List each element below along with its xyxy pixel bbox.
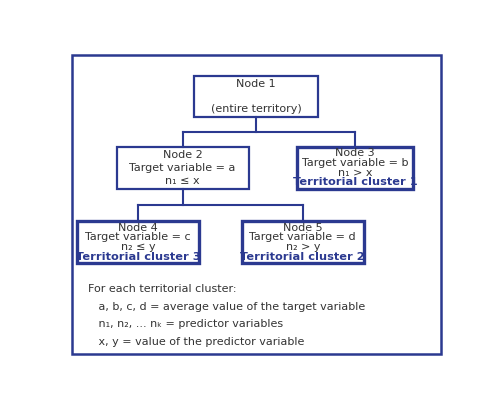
Text: Target variable = d: Target variable = d [250, 233, 356, 243]
FancyBboxPatch shape [242, 221, 364, 263]
Text: Target variable = a: Target variable = a [130, 163, 236, 173]
Text: Target variable = b: Target variable = b [302, 158, 408, 168]
FancyBboxPatch shape [72, 54, 441, 354]
FancyBboxPatch shape [117, 147, 248, 189]
Text: a, b, c, d = average value of the target variable: a, b, c, d = average value of the target… [88, 301, 365, 312]
Text: x, y = value of the predictor variable: x, y = value of the predictor variable [88, 337, 304, 347]
Text: For each territorial cluster:: For each territorial cluster: [88, 284, 236, 294]
Text: Territorial cluster 3: Territorial cluster 3 [76, 252, 200, 262]
Text: Target variable = c: Target variable = c [85, 233, 191, 243]
FancyBboxPatch shape [297, 147, 413, 189]
Text: n₂ > y: n₂ > y [286, 242, 320, 252]
Text: n₁ > x: n₁ > x [338, 168, 372, 178]
Text: n₂ ≤ y: n₂ ≤ y [121, 242, 156, 252]
Text: Node 2: Node 2 [163, 150, 202, 160]
Text: Node 3: Node 3 [335, 148, 375, 158]
Text: Territorial cluster 2: Territorial cluster 2 [240, 252, 365, 262]
FancyBboxPatch shape [77, 221, 199, 263]
Text: n₁, n₂, ... nₖ = predictor variables: n₁, n₂, ... nₖ = predictor variables [88, 319, 283, 329]
Text: Node 5: Node 5 [283, 223, 323, 233]
FancyBboxPatch shape [194, 76, 318, 116]
Text: Node 1: Node 1 [236, 79, 276, 89]
Text: Territorial cluster 1: Territorial cluster 1 [293, 177, 418, 187]
Text: n₁ ≤ x: n₁ ≤ x [166, 176, 200, 185]
Text: (entire territory): (entire territory) [211, 104, 302, 114]
Text: Node 4: Node 4 [118, 223, 158, 233]
